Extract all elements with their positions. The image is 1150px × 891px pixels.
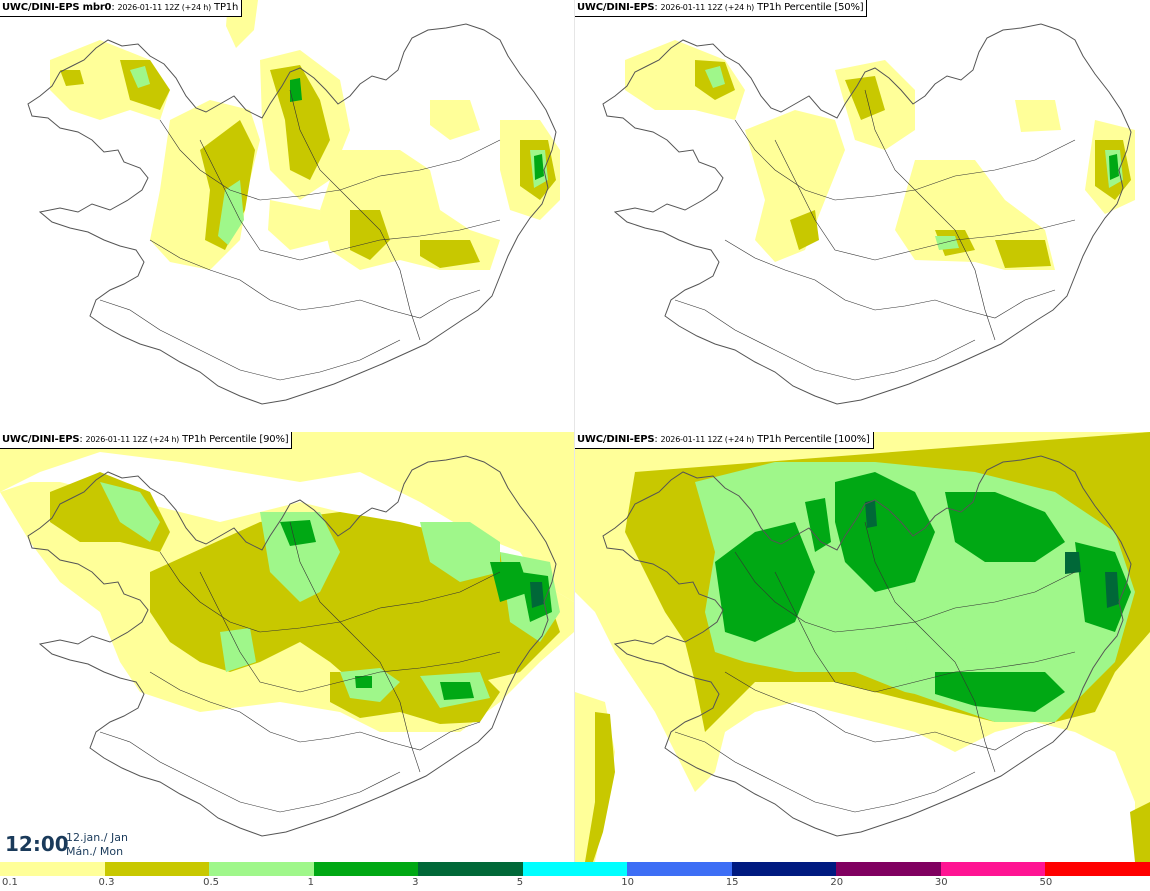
valid-date-line2: Mán./ Mon bbox=[66, 845, 124, 858]
colorbar-segment bbox=[522, 862, 628, 876]
colorbar-segment bbox=[627, 862, 732, 876]
precip-map-p90 bbox=[0, 432, 574, 837]
colorbar-label: 5 bbox=[516, 877, 524, 888]
precip-fill bbox=[625, 40, 1135, 270]
colorbar-label: 0.1 bbox=[2, 877, 18, 888]
precip-fill bbox=[575, 432, 1150, 862]
colorbar-segment bbox=[209, 862, 314, 876]
run-time: 2026-01-11 12Z (+24 h) bbox=[660, 3, 755, 12]
panel-title: UWC/DINI-EPS mbr0: 2026-01-11 12Z (+24 h… bbox=[0, 0, 243, 17]
colorbar-label: 0.5 bbox=[203, 877, 219, 888]
colorbar-label: 0.3 bbox=[98, 877, 115, 888]
colorbar-label: 15 bbox=[725, 877, 739, 888]
field-name: TP1h Percentile [50%] bbox=[757, 2, 864, 13]
map-panel-p100: UWC/DINI-EPS: 2026-01-11 12Z (+24 h) TP1… bbox=[575, 432, 1150, 862]
colorbar-label: 30 bbox=[934, 877, 948, 888]
colorbar-segment bbox=[313, 862, 419, 876]
colorbar-segment bbox=[0, 862, 105, 876]
precip-map-p100 bbox=[575, 432, 1150, 862]
panel-title: UWC/DINI-EPS: 2026-01-11 12Z (+24 h) TP1… bbox=[0, 432, 293, 449]
colorbar-label: 50 bbox=[1039, 877, 1053, 888]
colorbar-segment bbox=[418, 862, 523, 876]
field-name: TP1h bbox=[214, 2, 239, 13]
valid-time-box: 12:00 12.jan./ Jan Mán./ Mon bbox=[0, 826, 143, 862]
precip-map-p50 bbox=[602, 23, 1135, 405]
colorbar-segment bbox=[104, 862, 210, 876]
precip-map-mbr0 bbox=[27, 0, 560, 405]
model-name: UWC/DINI-EPS bbox=[2, 434, 80, 445]
panel-divider-vertical bbox=[574, 0, 575, 862]
model-name: UWC/DINI-EPS mbr0 bbox=[2, 2, 112, 13]
run-time: 2026-01-11 12Z (+24 h) bbox=[117, 3, 212, 12]
field-name: TP1h Percentile [90%] bbox=[182, 434, 289, 445]
panel-title: UWC/DINI-EPS: 2026-01-11 12Z (+24 h) TP1… bbox=[575, 0, 868, 17]
colorbar-labels: 0.1 0.3 0.5 1 3 5 10 15 20 30 50 bbox=[0, 876, 1150, 891]
model-name: UWC/DINI-EPS bbox=[577, 434, 655, 445]
run-time: 2026-01-11 12Z (+24 h) bbox=[660, 435, 755, 444]
colorbar-segment bbox=[836, 862, 941, 876]
colorbar-segment bbox=[1045, 862, 1150, 876]
map-panel-p50: UWC/DINI-EPS: 2026-01-11 12Z (+24 h) TP1… bbox=[575, 0, 1150, 430]
valid-date-line1: 12.jan./ Jan bbox=[66, 831, 128, 844]
precip-fill bbox=[50, 0, 560, 270]
colorbar-segment bbox=[940, 862, 1046, 876]
run-time: 2026-01-11 12Z (+24 h) bbox=[85, 435, 180, 444]
model-name: UWC/DINI-EPS bbox=[577, 2, 655, 13]
colorbar-label: 10 bbox=[621, 877, 634, 888]
precip-fill bbox=[0, 432, 574, 732]
colorbar-label: 1 bbox=[307, 877, 314, 888]
colorbar-label: 20 bbox=[830, 877, 844, 888]
precip-colorbar bbox=[0, 862, 1150, 876]
map-panel-mbr0: UWC/DINI-EPS mbr0: 2026-01-11 12Z (+24 h… bbox=[0, 0, 574, 430]
panel-title: UWC/DINI-EPS: 2026-01-11 12Z (+24 h) TP1… bbox=[575, 432, 874, 449]
map-panel-p90: UWC/DINI-EPS: 2026-01-11 12Z (+24 h) TP1… bbox=[0, 432, 574, 862]
colorbar-label: 3 bbox=[412, 877, 419, 888]
field-name: TP1h Percentile [100%] bbox=[757, 434, 870, 445]
valid-time: 12:00 bbox=[5, 832, 69, 856]
colorbar-segment bbox=[731, 862, 837, 876]
